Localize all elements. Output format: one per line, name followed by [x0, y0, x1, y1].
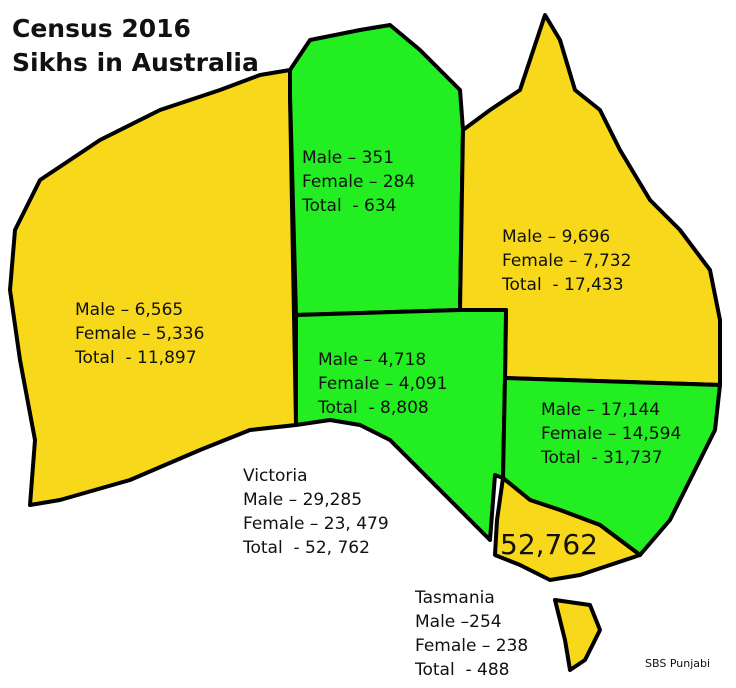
- label-line: Male – 29,285: [243, 490, 363, 510]
- label-line: Victoria: [243, 466, 308, 486]
- label-line: Female – 7,732: [502, 251, 632, 271]
- label-line: Male – 6,565: [75, 300, 184, 320]
- label-line: Male –254: [415, 612, 502, 632]
- label-line: Male – 17,144: [541, 400, 661, 420]
- label-line: Male – 9,696: [502, 227, 611, 247]
- label-line: Female – 23, 479: [243, 514, 389, 534]
- credit: SBS Punjabi: [645, 657, 711, 670]
- region-label: Male – 6,565 Female – 5,336 Total - 11,897: [75, 298, 204, 370]
- region-label: Victoria Male – 29,285 Female – 23, 479 Tot…: [243, 464, 389, 560]
- label-line: Tasmania: [415, 588, 495, 608]
- northern-territory: [288, 23, 465, 317]
- victoria: [493, 476, 642, 582]
- region-label: Male – 17,144 Female – 14,594 Total - 31,7…: [541, 398, 681, 470]
- region-label: Tasmania Male –254 Female – 238 Total - 488: [415, 586, 528, 682]
- tasmania: [553, 598, 602, 672]
- label-line: Total - 488: [415, 660, 510, 680]
- label-line: Male – 4,718: [318, 350, 427, 370]
- title: Census 2016: [12, 14, 191, 43]
- south-australia: [294, 308, 508, 542]
- label-line: Female – 4,091: [318, 374, 448, 394]
- label-line: Total - 8,808: [318, 398, 429, 418]
- region-label: Male – 351 Female – 284 Total - 634: [302, 146, 415, 218]
- label-line: Total - 634: [302, 196, 397, 216]
- label-line: Total - 11,897: [75, 348, 197, 368]
- label-line: Female – 238: [415, 636, 529, 656]
- map-label: 52,762: [500, 528, 598, 561]
- label-line: Male – 351: [302, 148, 395, 168]
- label-line: Female – 284: [302, 172, 416, 192]
- label-line: Female – 14,594: [541, 424, 682, 444]
- label-line: Female – 5,336: [75, 324, 205, 344]
- region-label: Male – 9,696 Female – 7,732 Total - 17,433: [502, 225, 631, 297]
- region-label: Male – 4,718 Female – 4,091 Total - 8,808: [318, 348, 447, 420]
- label-line: Total - 17,433: [502, 275, 624, 295]
- western-australia: [8, 68, 298, 507]
- title: Sikhs in Australia: [12, 48, 259, 77]
- label-line: Total - 31,737: [541, 448, 663, 468]
- label-line: Total - 52, 762: [243, 538, 370, 558]
